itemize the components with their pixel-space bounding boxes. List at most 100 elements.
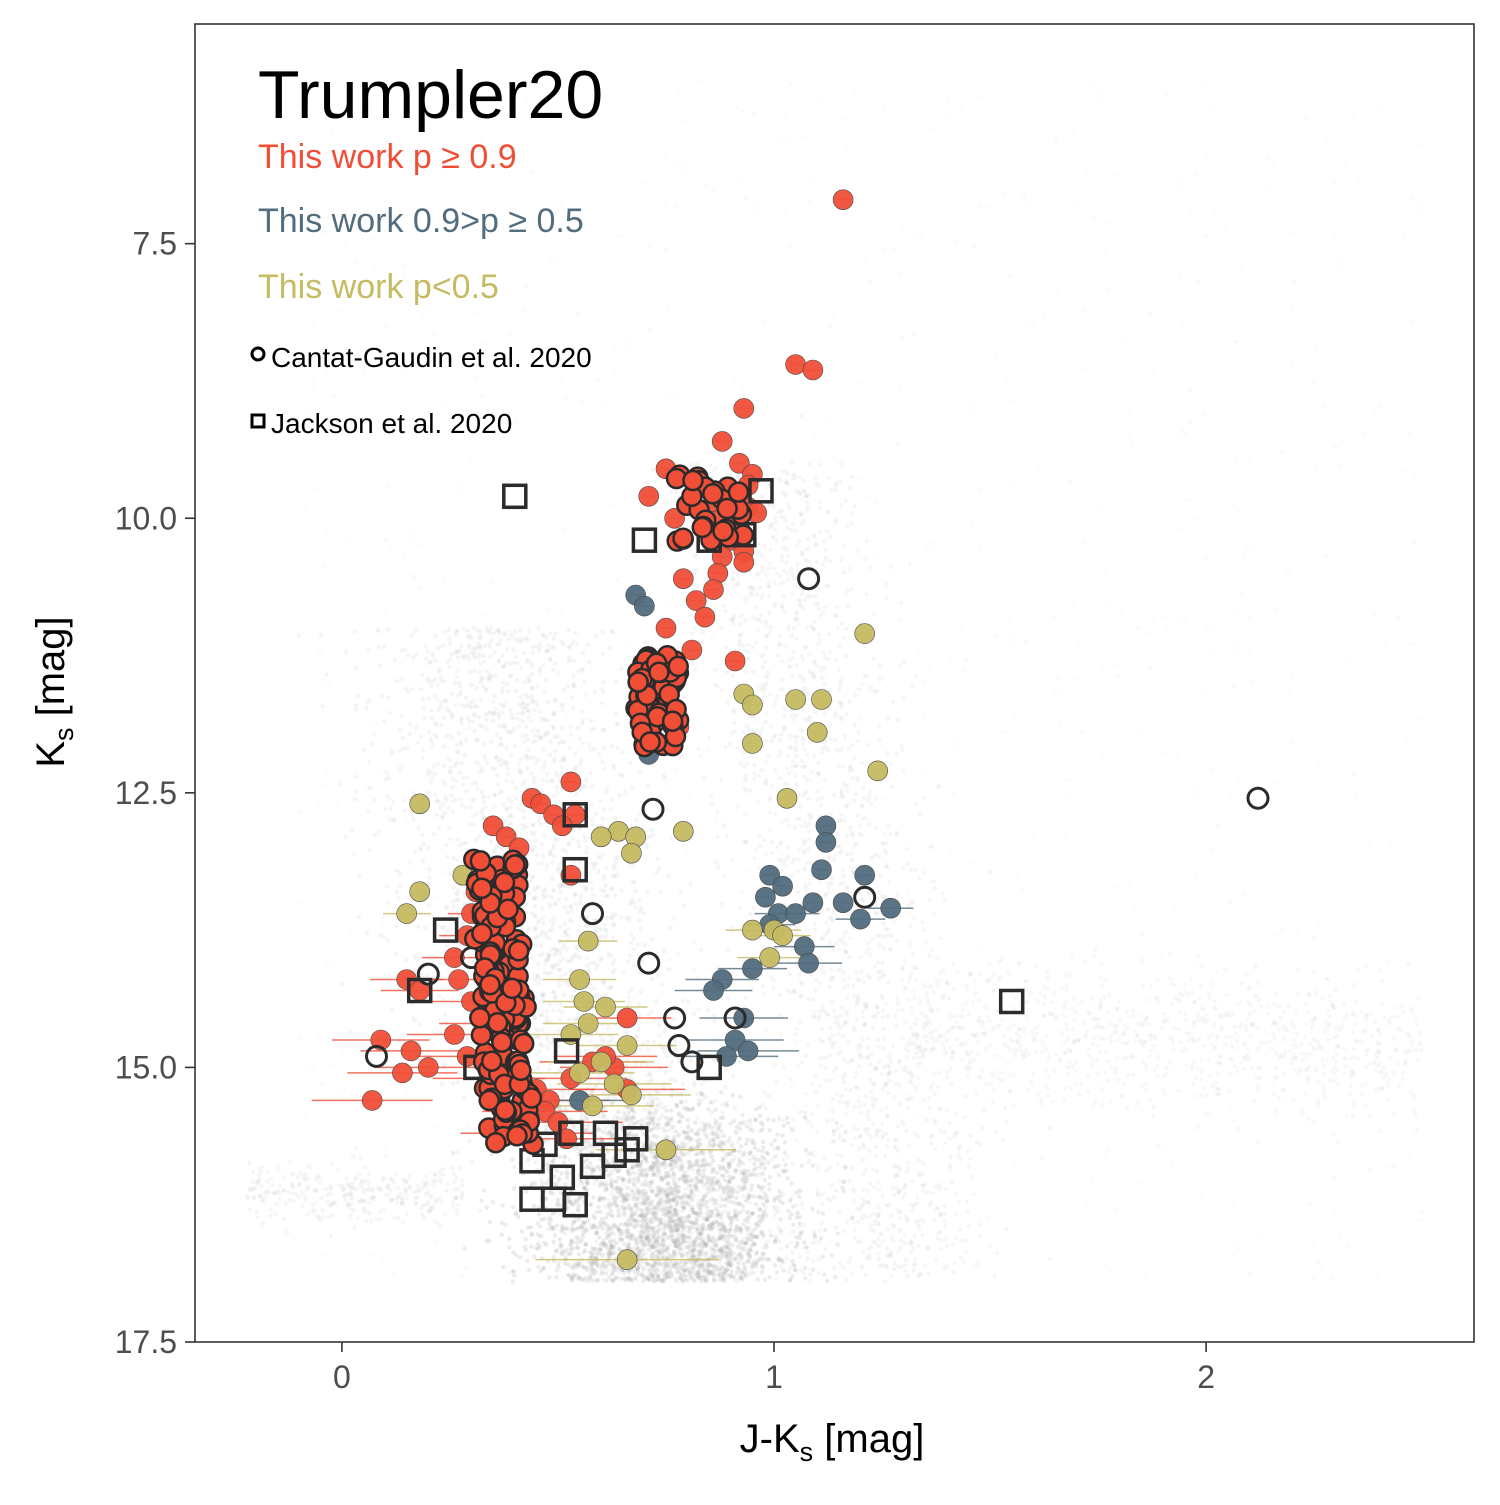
field-star [696,1128,701,1134]
field-star [542,833,547,838]
field-star [526,747,531,752]
field-star [576,1197,582,1202]
field-star [634,1222,640,1228]
field-star [729,1269,734,1274]
field-star [470,647,475,652]
field-star [592,689,598,694]
field-star [666,1200,672,1205]
field-star [497,701,503,707]
field-star [706,1176,711,1181]
field-star [518,694,523,699]
field-star [724,1103,730,1108]
field-star [435,797,440,803]
field-star [654,1108,659,1113]
field-star [658,1207,663,1212]
field-star [616,1213,621,1219]
field-star [537,1048,542,1054]
field-star [659,1196,664,1202]
field-star [802,1265,808,1271]
field-star [615,746,620,751]
field-star [546,957,551,963]
field-star [682,1219,687,1225]
field-star [673,1129,678,1134]
field-star [412,849,418,854]
field-star [601,1259,607,1265]
field-star [550,1227,555,1232]
field-star [444,734,449,739]
field-star [691,1162,696,1167]
field-star [657,1165,663,1171]
field-star [589,982,594,987]
field-star [561,1155,567,1160]
field-star [558,1106,563,1112]
field-star [530,874,535,880]
field-star [655,1164,660,1169]
field-star [571,705,576,710]
field-star [573,952,579,957]
field-star [456,749,461,755]
field-star [524,635,529,641]
field-star [613,1241,619,1246]
field-star [416,825,421,830]
field-star [658,1248,664,1253]
field-star [695,1168,701,1173]
field-star [671,1263,676,1269]
field-star [760,1263,765,1269]
field-star [669,1108,674,1113]
field-star [724,1260,730,1265]
field-star [649,937,654,942]
field-star [788,1277,793,1282]
field-star [583,1127,588,1133]
field-star [620,749,625,755]
field-star [752,1161,757,1167]
field-star [468,805,473,810]
field-star [493,707,498,712]
field-star [740,1239,745,1245]
field-star [634,818,639,823]
field-star [672,1187,678,1192]
field-star [759,1188,764,1193]
field-star [609,1183,614,1188]
field-star [557,951,563,956]
field-star [778,1264,784,1269]
field-star [448,765,453,771]
field-star [665,1054,670,1059]
field-star [791,1222,796,1228]
field-star [829,1117,834,1123]
field-star [698,947,704,952]
field-star [574,1016,580,1021]
field-star [705,1226,711,1231]
field-star [880,1008,886,1013]
field-star [580,717,585,723]
field-star [485,761,490,766]
field-star [768,828,773,833]
field-star [679,1140,685,1145]
field-star [754,1194,759,1199]
field-star [655,1276,660,1282]
field-star [681,1234,686,1239]
field-star [816,1257,822,1262]
field-star [637,1001,642,1007]
field-star [715,1208,720,1214]
field-star [698,1276,703,1281]
field-star [589,886,595,891]
field-star [556,1261,561,1266]
field-star [462,704,468,709]
field-star [676,1240,681,1245]
field-star [532,925,537,931]
field-star [604,932,609,937]
field-star [383,776,389,782]
field-star [561,641,567,647]
field-star [409,633,415,638]
field-star [549,778,554,783]
field-star [543,1124,549,1129]
field-star [800,1229,805,1235]
field-star [550,712,555,718]
field-star [573,765,579,770]
field-star [709,1101,714,1106]
field-star [591,1195,596,1200]
field-star [642,1242,647,1247]
field-star [650,467,655,473]
field-star [552,711,557,716]
field-star [679,1149,684,1155]
